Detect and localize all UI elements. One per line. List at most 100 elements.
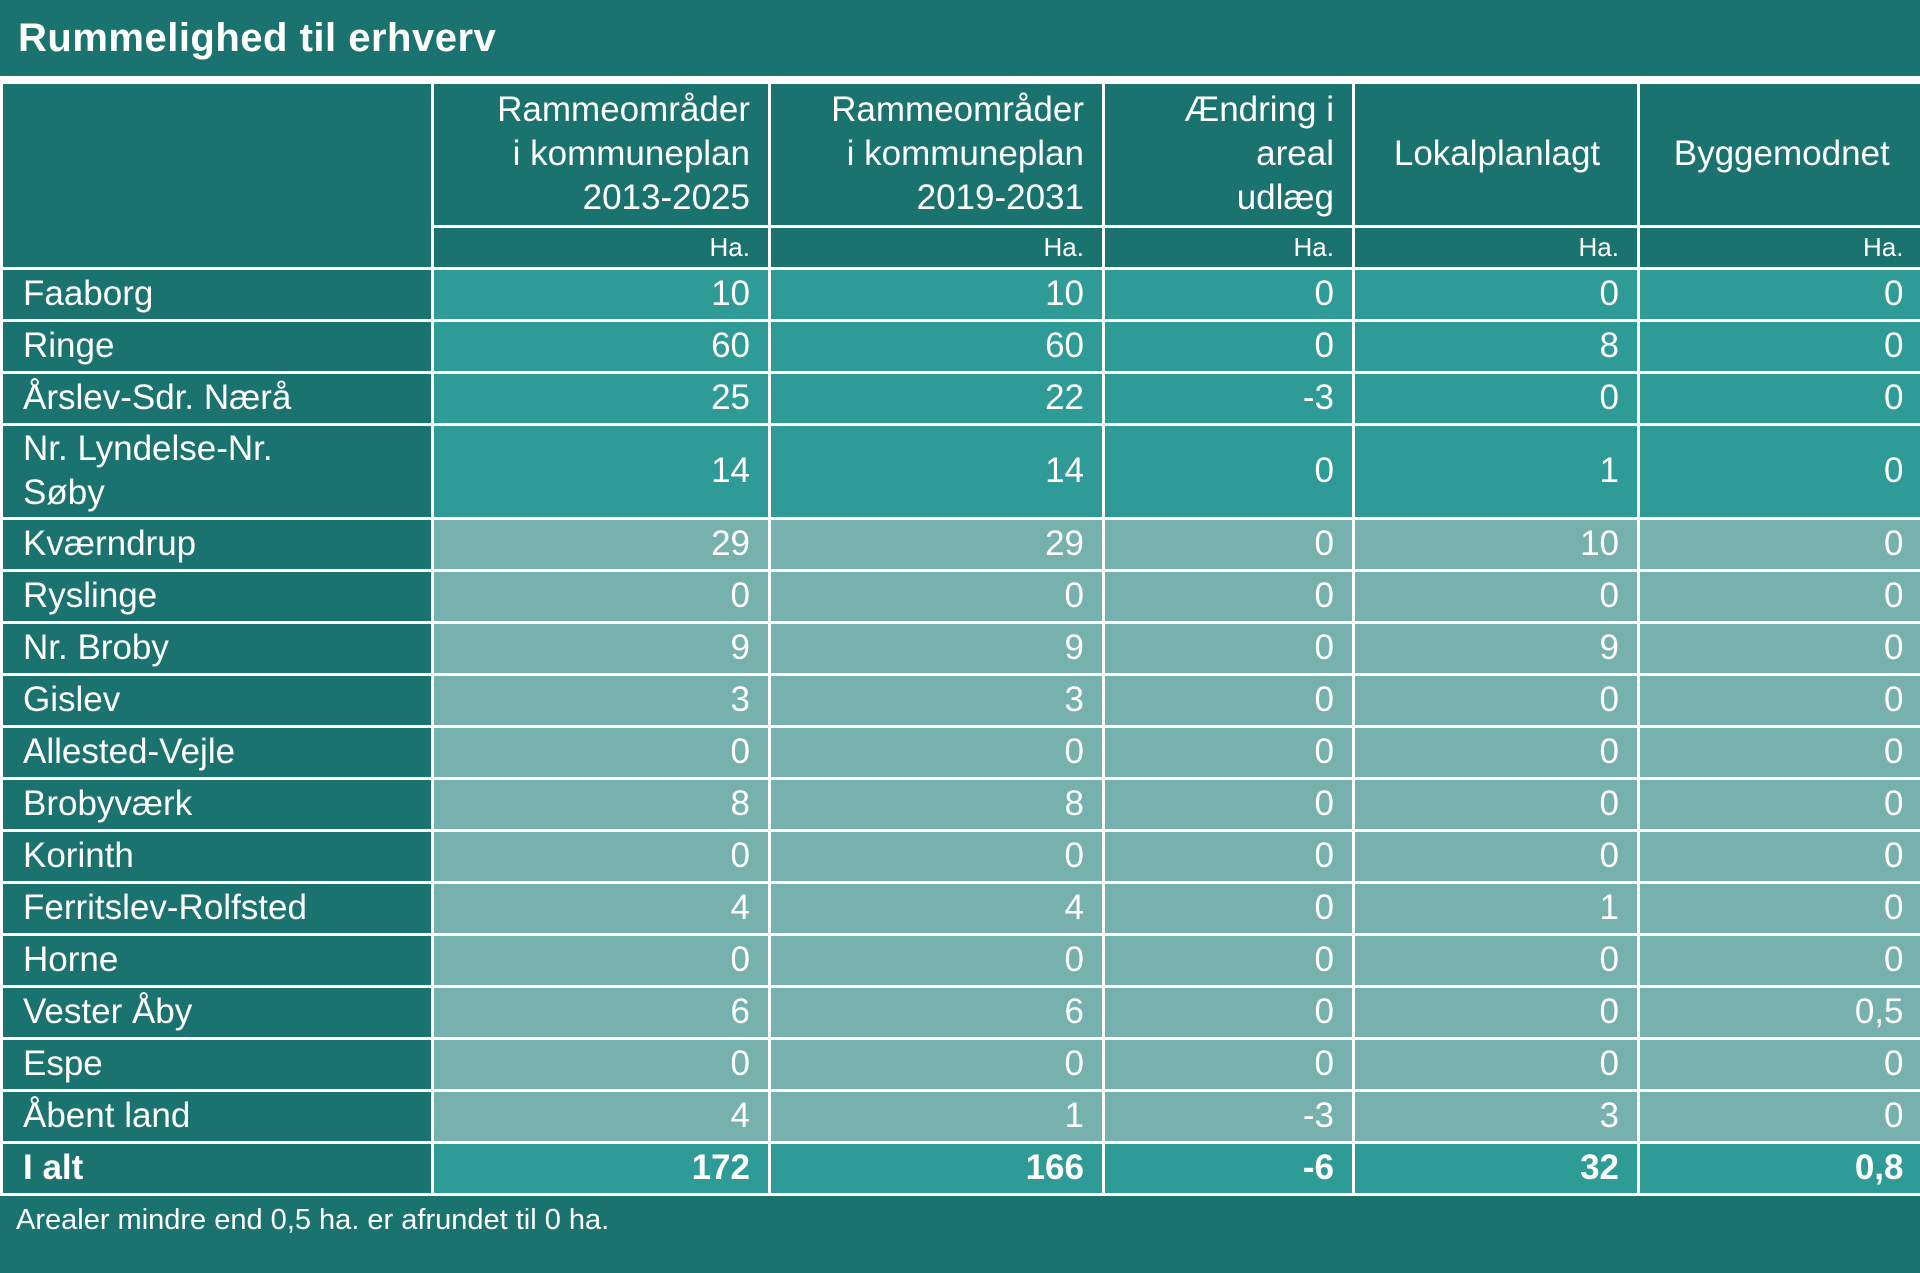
value-cell: 0: [1638, 1038, 1920, 1092]
row-label: Espe: [0, 1038, 434, 1092]
value-cell: 0: [1638, 622, 1920, 676]
value-cell: 0: [1638, 882, 1920, 936]
value-cell: 9: [432, 622, 771, 676]
corner-cell: [0, 84, 434, 270]
column-header-line: udlæg: [1236, 178, 1334, 218]
table-row: Nr. Lyndelse-Nr. Søby 14 14 0 1 0: [0, 424, 1920, 520]
row-label-line: Nr. Lyndelse-Nr.: [23, 429, 273, 468]
value-cell: 0: [1103, 830, 1355, 884]
value-cell: 0: [1353, 268, 1640, 322]
value-cell: 0: [1353, 934, 1640, 988]
value-cell: 0: [1353, 726, 1640, 780]
value-cell: 3: [769, 674, 1105, 728]
value-cell: 6: [769, 986, 1105, 1040]
table-row: Faaborg 10 10 0 0 0: [0, 268, 1920, 322]
row-label: Horne: [0, 934, 434, 988]
value-cell: 0: [1638, 830, 1920, 884]
value-cell: 0: [1103, 518, 1355, 572]
column-header-line: Rammeområder: [497, 90, 750, 130]
value-cell: 0: [1103, 986, 1355, 1040]
column-header-kp-2019-2031: Rammeområder i kommuneplan 2019-2031: [769, 84, 1105, 228]
value-cell: 0: [769, 570, 1105, 624]
row-label: Ferritslev-Rolfsted: [0, 882, 434, 936]
row-label: Vester Åby: [0, 986, 434, 1040]
value-cell: 0: [1353, 674, 1640, 728]
table-row: Ferritslev-Rolfsted 4 4 0 1 0: [0, 882, 1920, 936]
value-cell: 22: [769, 372, 1105, 426]
value-cell: 0: [1638, 674, 1920, 728]
column-header-aendring-i-areal-udlaeg: Ændring i areal udlæg: [1103, 84, 1355, 228]
value-cell: 0: [1103, 570, 1355, 624]
table-row: Gislev 3 3 0 0 0: [0, 674, 1920, 728]
unit-row: Ha. Ha. Ha. Ha. Ha.: [2, 226, 1920, 270]
table-body: Faaborg 10 10 0 0 0 Ringe 60 60 0 8 0 Årslev-Sdr. Næ…: [0, 268, 1920, 1196]
value-cell: 0: [1103, 424, 1355, 520]
value-cell: 0: [769, 1038, 1105, 1092]
unit-cell-byggemodnet: Ha.: [1638, 226, 1920, 270]
value-cell: 10: [432, 268, 771, 322]
value-cell: 0,5: [1638, 986, 1920, 1040]
row-label: Korinth: [0, 830, 434, 884]
value-cell: 60: [769, 320, 1105, 374]
value-cell: 0: [1103, 622, 1355, 676]
table-title: Rummelighed til erhverv: [18, 15, 497, 60]
table-row: Espe 0 0 0 0 0: [0, 1038, 1920, 1092]
table-head: Rammeområder i kommuneplan 2013-2025 Rammeo…: [0, 84, 1920, 270]
value-cell: 0,8: [1638, 1142, 1920, 1196]
row-label: Brobyværk: [0, 778, 434, 832]
column-header-line: Ændring i: [1184, 90, 1334, 130]
unit-cell-kp-2019-2031: Ha.: [769, 226, 1105, 270]
value-cell: 1: [1353, 424, 1640, 520]
column-header-line: Byggemodnet: [1673, 134, 1890, 174]
table-row: Allested-Vejle 0 0 0 0 0: [0, 726, 1920, 780]
value-cell: 0: [1638, 570, 1920, 624]
value-cell: 0: [1103, 320, 1355, 374]
column-header-line: i kommuneplan: [512, 134, 750, 174]
column-header-kp-2013-2025: Rammeområder i kommuneplan 2013-2025: [432, 84, 771, 228]
table-row: Korinth 0 0 0 0 0: [0, 830, 1920, 884]
row-label-line: Søby: [23, 473, 105, 512]
value-cell: 0: [432, 726, 771, 780]
table-row: Ryslinge 0 0 0 0 0: [0, 570, 1920, 624]
value-cell: 6: [432, 986, 771, 1040]
column-header-line: i kommuneplan: [846, 134, 1084, 174]
value-cell: 10: [769, 268, 1105, 322]
value-cell: 166: [769, 1142, 1105, 1196]
unit-cell-kp-2013-2025: Ha.: [431, 226, 771, 270]
value-cell: 14: [769, 424, 1105, 520]
row-label: Gislev: [0, 674, 434, 728]
value-cell: 0: [1103, 268, 1355, 322]
value-cell: 0: [1103, 726, 1355, 780]
value-cell: 8: [432, 778, 771, 832]
value-cell: 0: [1638, 372, 1920, 426]
value-cell: 0: [432, 934, 771, 988]
row-label: Ringe: [0, 320, 434, 374]
column-header-line: 2013-2025: [582, 178, 750, 218]
table-row: Horne 0 0 0 0 0: [0, 934, 1920, 988]
value-cell: 3: [1353, 1090, 1640, 1144]
value-cell: -6: [1103, 1142, 1355, 1196]
value-cell: 0: [1353, 372, 1640, 426]
value-cell: 0: [1103, 778, 1355, 832]
value-cell: 1: [769, 1090, 1105, 1144]
table-row: Årslev-Sdr. Nærå 25 22 -3 0 0: [0, 372, 1920, 426]
value-cell: 29: [432, 518, 771, 572]
value-cell: 0: [1638, 934, 1920, 988]
value-cell: 0: [1103, 934, 1355, 988]
value-cell: 0: [1103, 674, 1355, 728]
row-label: Nr. Lyndelse-Nr. Søby: [0, 424, 434, 520]
row-label: Faaborg: [0, 268, 434, 322]
table-row: Kværndrup 29 29 0 10 0: [0, 518, 1920, 572]
value-cell: 29: [769, 518, 1105, 572]
value-cell: 0: [1353, 778, 1640, 832]
column-header-byggemodnet: Byggemodnet: [1638, 84, 1920, 228]
column-header-line: 2019-2031: [916, 178, 1084, 218]
value-cell: 60: [432, 320, 771, 374]
row-label: Kværndrup: [0, 518, 434, 572]
value-cell: 0: [1638, 268, 1920, 322]
column-header-line: areal: [1256, 134, 1334, 174]
total-row: I alt 172 166 -6 32 0,8: [0, 1142, 1920, 1196]
unit-cell-aendring-i-areal-udlaeg: Ha.: [1103, 226, 1355, 270]
value-cell: 0: [1638, 1090, 1920, 1144]
